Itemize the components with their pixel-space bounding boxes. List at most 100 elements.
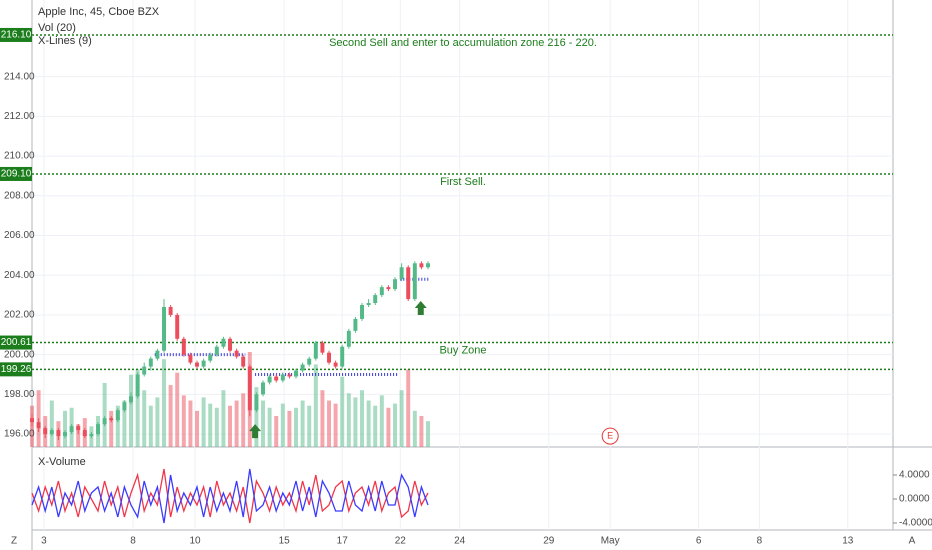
candle-body xyxy=(373,295,378,304)
x-tick-label: May xyxy=(601,536,620,547)
volume-bar xyxy=(115,405,120,447)
volume-bar xyxy=(307,405,312,447)
candle-body xyxy=(412,263,417,300)
volume-bar xyxy=(195,410,199,447)
volume-bar xyxy=(254,387,259,447)
level-label-box xyxy=(0,166,32,181)
volume-bar xyxy=(175,372,180,447)
level-label-box xyxy=(0,27,32,42)
level-label-box xyxy=(0,335,32,350)
volume-bar xyxy=(122,400,127,447)
level-label: 209.10 xyxy=(1,169,32,180)
volume-bar xyxy=(162,359,166,447)
candle-body xyxy=(214,346,219,355)
volume-bar xyxy=(353,397,358,447)
volume-bar xyxy=(280,403,285,447)
candle-body xyxy=(393,279,397,290)
volume-bar xyxy=(373,405,378,447)
candle-body xyxy=(43,428,48,435)
volume-bar xyxy=(155,397,160,447)
candle-body xyxy=(122,402,127,411)
volume-bar xyxy=(135,369,140,447)
level-label: 199.26 xyxy=(1,364,32,375)
y-tick-label: 210.00 xyxy=(4,151,35,162)
candle-body xyxy=(208,354,213,361)
y2-tick-label: 0.0000 xyxy=(899,494,930,505)
y-tick-label: 206.00 xyxy=(4,230,35,241)
auto-button[interactable]: A xyxy=(909,536,916,547)
x-tick-label: 15 xyxy=(279,536,291,547)
candle-body xyxy=(155,350,160,359)
y-tick-label: 202.00 xyxy=(4,310,35,321)
x-tick-label: 22 xyxy=(395,536,407,547)
volume-bar xyxy=(379,395,384,447)
level-note: First Sell. xyxy=(440,176,486,188)
candle-body xyxy=(267,376,272,383)
candle-body xyxy=(307,358,312,365)
volume-bar xyxy=(109,410,114,447)
candle-body xyxy=(294,370,298,377)
candle-body xyxy=(69,426,74,433)
volume-bar xyxy=(346,393,351,447)
candle-body xyxy=(327,352,331,363)
candle-body xyxy=(201,360,206,367)
y-tick-label: 214.00 xyxy=(4,71,35,82)
candle-body xyxy=(109,418,114,421)
candle-body xyxy=(135,374,140,397)
candle-body xyxy=(162,307,166,351)
volume-bar xyxy=(340,376,345,447)
volume-bar xyxy=(393,403,397,447)
level-note: Buy Zone xyxy=(439,344,486,356)
candle-body xyxy=(63,432,67,437)
candle-body xyxy=(419,263,424,268)
up-arrow xyxy=(249,424,262,439)
marks xyxy=(30,34,893,524)
volume-bar xyxy=(386,407,391,447)
x-tick-label: 10 xyxy=(189,536,201,547)
volume-bar xyxy=(333,403,338,447)
volume-bar xyxy=(294,407,298,447)
zoom-button[interactable]: Z xyxy=(11,536,17,547)
candle-body xyxy=(261,382,265,395)
candle-body xyxy=(287,374,292,377)
candle-body xyxy=(195,362,199,367)
candle-body xyxy=(320,342,325,353)
x-tick-label: 8 xyxy=(130,536,136,547)
candle-body xyxy=(360,305,364,319)
volume-bar xyxy=(412,410,417,447)
x-tick-label: 13 xyxy=(842,536,854,547)
x-tick-label: 17 xyxy=(337,536,349,547)
candle-body xyxy=(426,263,430,268)
x-tick-label: 8 xyxy=(757,536,763,547)
volume-bar xyxy=(241,393,246,447)
candle-body xyxy=(142,366,147,375)
y-tick-label: 212.00 xyxy=(4,111,35,122)
volume-bar xyxy=(221,390,226,447)
chart-title: Apple Inc, 45, Cboe BZX xyxy=(38,6,160,18)
candle-body xyxy=(36,422,41,429)
candle-body xyxy=(102,418,107,425)
candle-body xyxy=(247,366,252,411)
y2-tick-label: -4.0000 xyxy=(899,518,932,529)
volume-bar xyxy=(181,395,186,447)
candle-body xyxy=(300,364,305,371)
candle-body xyxy=(96,424,100,435)
candle-body xyxy=(89,434,94,437)
candle-body xyxy=(241,356,246,367)
volume-bar xyxy=(300,400,305,447)
lower-title: X-Volume xyxy=(38,456,86,468)
candle-body xyxy=(280,374,285,381)
volume-bar xyxy=(274,416,279,447)
candle-body xyxy=(148,358,153,367)
volume-bar xyxy=(287,410,292,447)
candle-body xyxy=(115,410,120,421)
candle-body xyxy=(333,362,338,367)
candle-body xyxy=(129,396,133,403)
y2-tick-label: 4.0000 xyxy=(899,470,930,481)
volume-bar xyxy=(327,400,331,447)
volume-bar xyxy=(399,390,404,447)
candle-body xyxy=(399,267,404,280)
candle-body xyxy=(175,314,180,339)
earnings-marker xyxy=(601,427,619,445)
